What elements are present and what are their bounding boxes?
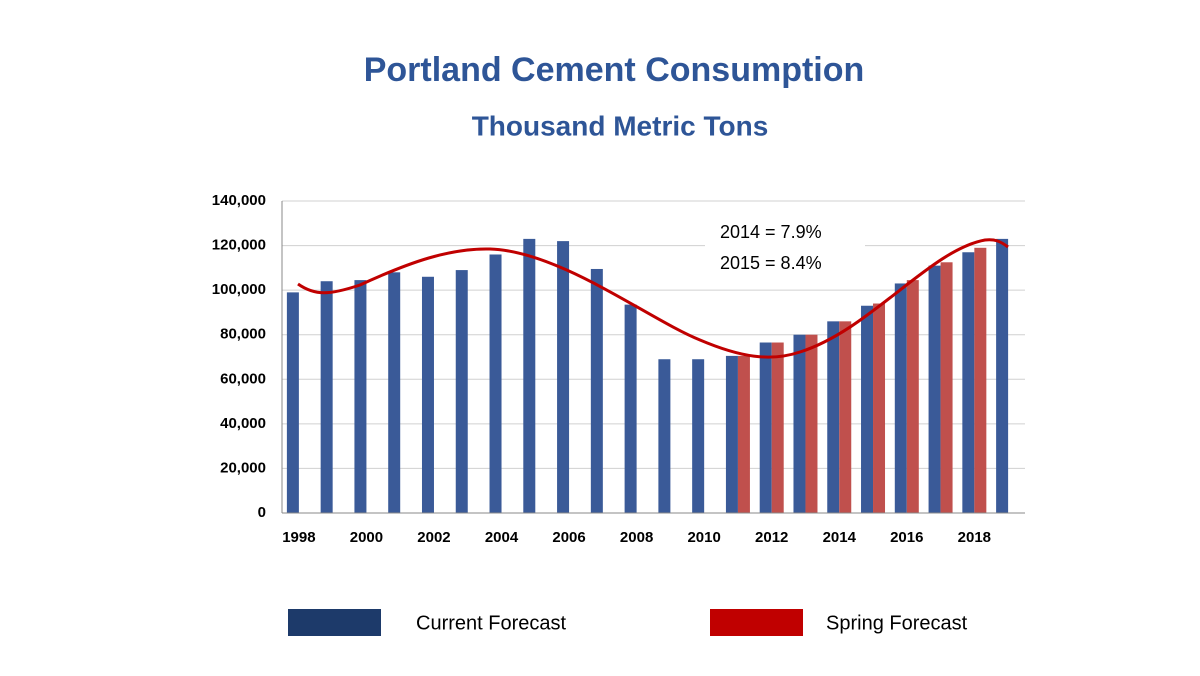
x-tick-label: 2000 — [350, 529, 383, 546]
bar — [725, 355, 738, 513]
x-tick-label: 2002 — [417, 529, 450, 546]
x-tick-label: 2006 — [552, 529, 585, 546]
y-tick-label: 100,000 — [212, 281, 266, 298]
x-tick-label: 2010 — [687, 529, 720, 546]
legend-label: Current Forecast — [416, 612, 566, 634]
bar — [759, 342, 772, 513]
bar — [737, 355, 750, 513]
bar — [354, 280, 367, 513]
bar — [793, 334, 806, 513]
bar — [455, 270, 468, 513]
x-tick-label: 2004 — [485, 529, 519, 546]
bar — [873, 303, 886, 513]
y-tick-label: 20,000 — [220, 459, 266, 476]
legend-swatch — [710, 609, 803, 636]
annotation: 2014 = 7.9% — [720, 222, 822, 242]
bar — [590, 268, 603, 513]
bar — [489, 254, 502, 513]
y-tick-label: 60,000 — [220, 370, 266, 387]
bar — [624, 304, 637, 513]
bar — [320, 281, 333, 513]
y-tick-label: 0 — [258, 504, 266, 521]
bar — [805, 334, 818, 513]
bar — [894, 283, 907, 513]
y-tick-label: 140,000 — [212, 192, 266, 209]
bar — [962, 252, 975, 513]
bar — [658, 359, 671, 513]
bar — [827, 321, 840, 513]
chart-title: Portland Cement Consumption — [364, 51, 865, 89]
bar — [388, 272, 401, 513]
bar — [861, 305, 874, 513]
x-tick-label: 2008 — [620, 529, 653, 546]
bar — [286, 292, 299, 513]
x-tick-label: 2018 — [958, 529, 991, 546]
bar — [940, 262, 953, 513]
bar — [928, 265, 941, 513]
x-tick-label: 2014 — [823, 529, 857, 546]
bar — [771, 342, 784, 513]
grid — [282, 200, 1025, 514]
y-tick-label: 120,000 — [212, 237, 266, 254]
bar — [692, 359, 705, 513]
bars — [286, 238, 1009, 514]
annotation-box — [705, 218, 865, 280]
trend-line — [297, 238, 1009, 359]
bar — [421, 276, 434, 513]
x-tick-label: 2016 — [890, 529, 923, 546]
legend-label: Spring Forecast — [826, 612, 968, 634]
annotation: 2015 = 8.4% — [720, 253, 822, 273]
x-tick-label: 2012 — [755, 529, 788, 546]
bar — [906, 280, 919, 513]
y-tick-label: 40,000 — [220, 415, 266, 432]
bar — [557, 241, 570, 513]
y-tick-label: 80,000 — [220, 326, 266, 343]
bar — [996, 238, 1009, 513]
bar — [839, 321, 852, 513]
bar — [523, 238, 536, 513]
chart-subtitle: Thousand Metric Tons — [472, 110, 769, 141]
bar — [974, 247, 987, 514]
x-tick-label: 1998 — [282, 529, 315, 546]
legend-swatch — [288, 609, 381, 636]
